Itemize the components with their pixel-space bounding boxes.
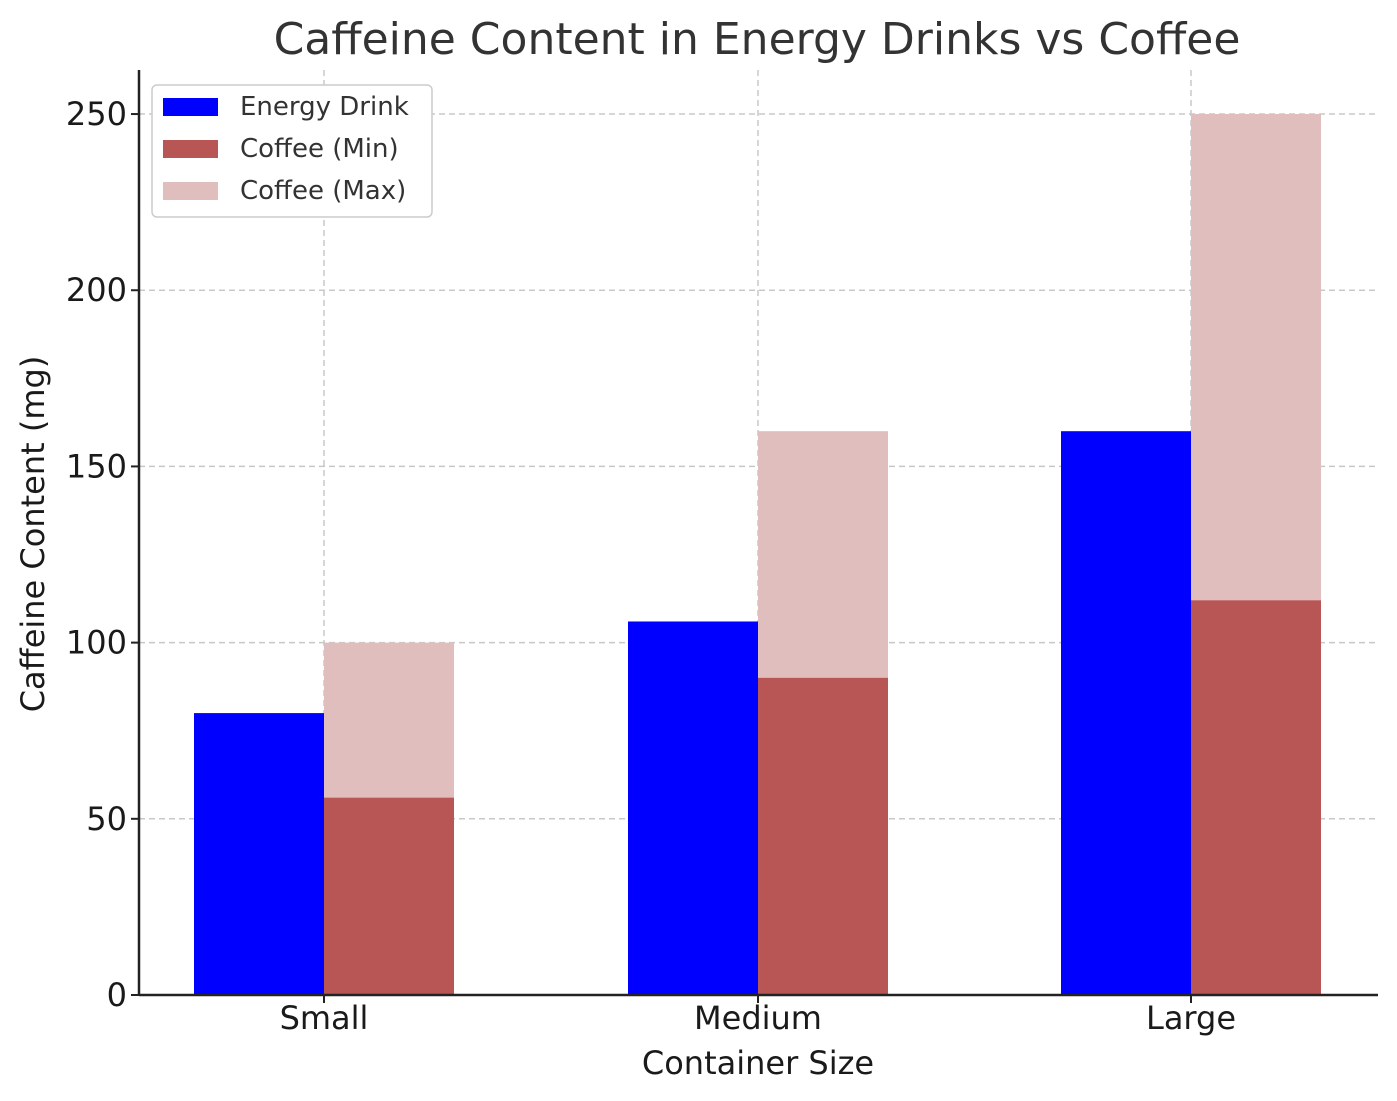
legend-item-coffee-max-label: Coffee (Max) [240, 176, 406, 206]
y-axis-label: Caffeine Content (mg) [14, 356, 52, 713]
bar-energy-drink [1061, 431, 1191, 995]
x-tick-label: Medium [694, 999, 822, 1037]
bar-coffee-min [758, 677, 888, 995]
x-axis-label: Container Size [642, 1044, 874, 1082]
bar-coffee-min [1191, 600, 1321, 995]
ticks: 0 50 100 150 200 250 Small Medium Large [66, 95, 1236, 1037]
x-tick-label: Large [1146, 999, 1236, 1037]
legend-item-coffee-min-swatch [163, 140, 218, 158]
bar-coffee-min [324, 797, 454, 995]
y-tick-label: 200 [66, 271, 127, 309]
legend-item-coffee-min-label: Coffee (Min) [240, 134, 399, 164]
chart-title: Caffeine Content in Energy Drinks vs Cof… [274, 14, 1241, 65]
y-tick-label: 50 [86, 800, 127, 838]
legend-item-energy-drink-swatch [163, 98, 218, 116]
y-tick-label: 250 [66, 95, 127, 133]
legend-box [151, 84, 433, 218]
y-tick-label: 100 [66, 624, 127, 662]
bars [194, 114, 1321, 996]
legend-item-energy-drink-label: Energy Drink [240, 92, 409, 122]
legend: Energy Drink Coffee (Min) Coffee (Max) [151, 84, 433, 218]
legend-item-coffee-max-swatch [163, 182, 218, 200]
bar-energy-drink [628, 621, 758, 995]
y-tick-label: 150 [66, 447, 127, 485]
bar-energy-drink [194, 713, 324, 995]
y-tick-label: 0 [107, 976, 127, 1014]
x-tick-label: Small [280, 999, 369, 1037]
